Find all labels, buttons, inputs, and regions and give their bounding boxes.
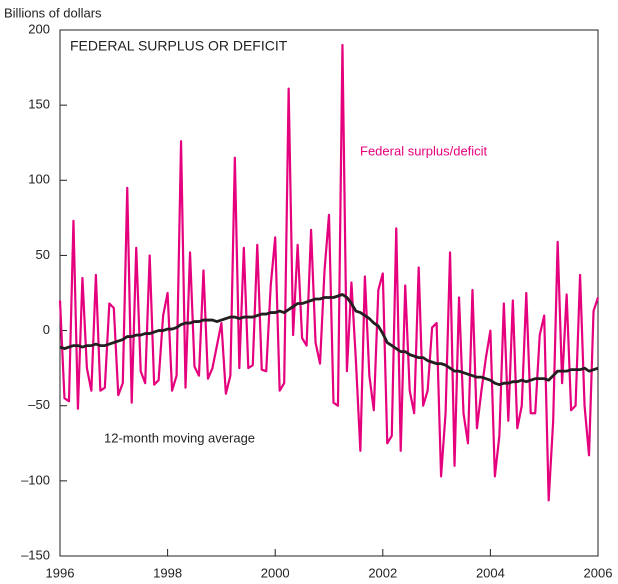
x-tick-label: 2004 (476, 565, 505, 580)
y-tick-label: 50 (36, 247, 50, 262)
y-tick-label: 100 (28, 172, 50, 187)
y-axis-label: Billions of dollars (4, 5, 102, 20)
y-tick-label: 0 (43, 322, 50, 337)
x-tick-label: 1998 (153, 565, 182, 580)
chart-title: FEDERAL SURPLUS OR DEFICIT (70, 38, 288, 54)
y-tick-label: –150 (21, 547, 50, 562)
x-tick-label: 1996 (46, 565, 75, 580)
y-tick-label: 200 (28, 21, 50, 36)
series-line (58, 43, 600, 502)
x-tick-label: 2000 (261, 565, 290, 580)
y-tick-label: –100 (21, 472, 50, 487)
plot-frame (59, 29, 599, 557)
series-line (59, 293, 599, 387)
series-label: 12-month moving average (104, 430, 255, 445)
y-tick-label: 150 (28, 97, 50, 112)
x-tick-label: 2002 (368, 565, 397, 580)
x-tick-label: 2006 (584, 565, 613, 580)
y-tick-label: –50 (28, 397, 50, 412)
series-label: Federal surplus/deficit (360, 143, 488, 158)
